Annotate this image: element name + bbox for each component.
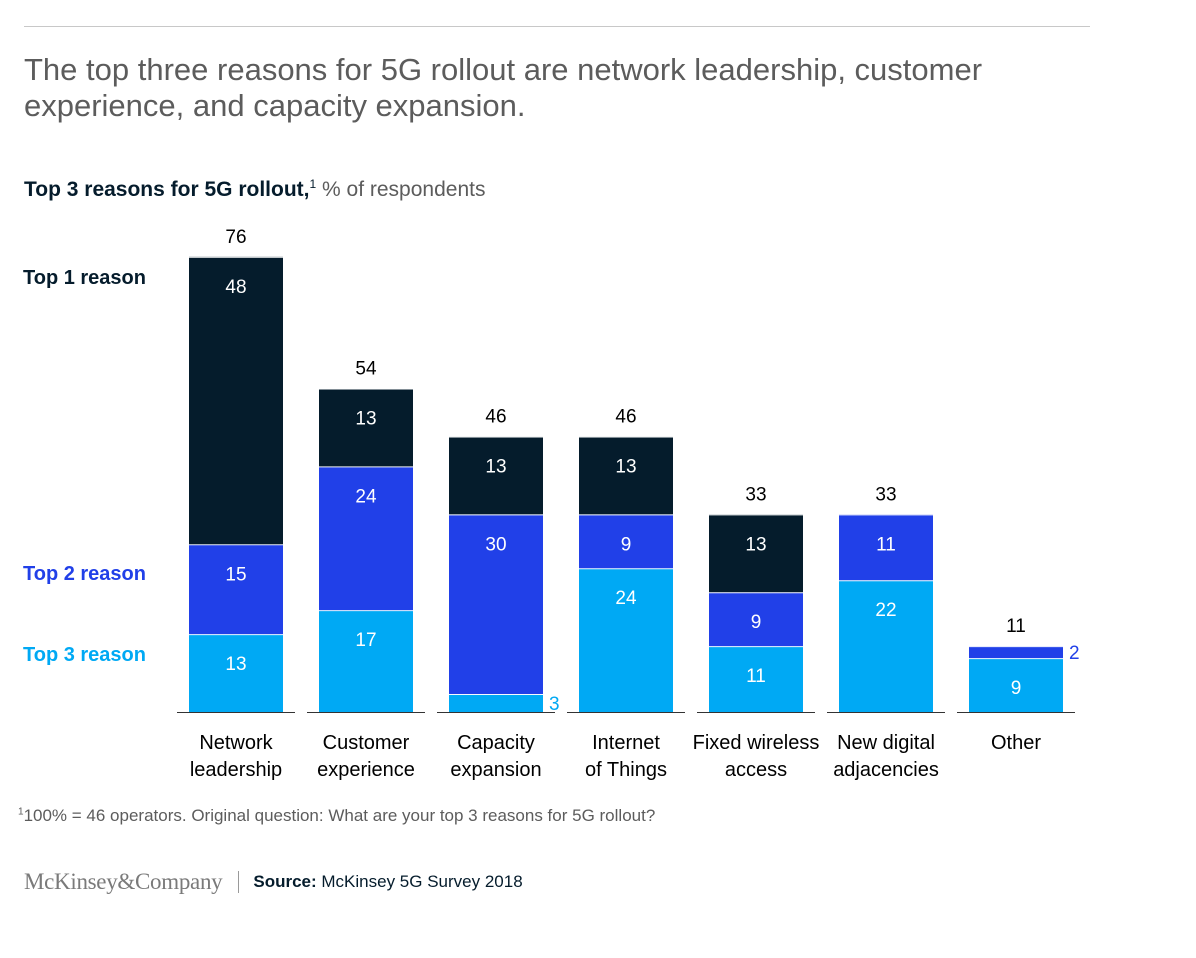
bar-total-label: 46: [615, 406, 636, 427]
mckinsey-logo: McKinsey&Company: [24, 869, 223, 894]
chart-subtitle-footnote-mark: 1: [309, 177, 317, 191]
bar-segment-top-3-reason: [709, 646, 803, 712]
bar-segment-label: 22: [875, 600, 896, 621]
bar-segment-top-1-reason: [319, 388, 413, 467]
bar-segment-top-2-reason: [579, 514, 673, 569]
legend-label-top-2-reason: Top 2 reason: [23, 563, 146, 585]
bar-segment-label: 9: [1011, 678, 1022, 699]
bar-segment-top-3-reason: [449, 694, 543, 712]
category-label: leadership: [190, 759, 282, 781]
category-label: Customer: [323, 732, 410, 754]
bar-total-label: 76: [225, 227, 246, 248]
legend-label-top-1-reason: Top 1 reason: [23, 267, 146, 289]
bar-segment-label: 48: [225, 277, 246, 298]
bar-segment-top-2-reason: [189, 544, 283, 635]
bar-segment-label: 30: [485, 534, 506, 555]
bar-segment-label: 24: [355, 486, 377, 507]
page-title: The top three reasons for 5G rollout are…: [24, 52, 983, 123]
category-label: Network: [199, 732, 273, 754]
source-text: McKinsey 5G Survey 2018: [321, 872, 523, 891]
bar-segment-label: 9: [621, 534, 632, 555]
chart-subtitle: Top 3 reasons for 5G rollout,1 % of resp…: [24, 176, 485, 204]
bar-segment-top-3-reason: [579, 568, 673, 712]
bar-segment-top-2-reason: [839, 514, 933, 581]
chart-subtitle-unit: % of respondents: [322, 178, 486, 201]
bar-total-label: 54: [355, 359, 377, 380]
category-label: Internet: [592, 732, 660, 754]
stacked-bar-chart: 13 15 48 76 Network leadership 17 24 13 54 Custome…: [23, 227, 1080, 781]
bar-segment-label: 17: [355, 630, 376, 651]
category-label: Fixed wireless: [693, 732, 820, 754]
bar-segment-label: 13: [355, 409, 376, 430]
legend-label-top-3-reason: Top 3 reason: [23, 644, 146, 666]
bar-segment-label: 13: [225, 654, 246, 675]
bar-segment-top-2-reason: [969, 646, 1063, 659]
bar-segment-label: 11: [876, 534, 896, 555]
category-label: adjacencies: [833, 759, 939, 781]
category-label: experience: [317, 759, 415, 781]
bar-segment-top-1-reason: [449, 436, 543, 515]
category-label: Other: [991, 732, 1041, 754]
footer: McKinsey&Company Source: McKinsey 5G Sur…: [24, 868, 523, 896]
bar-segment-top-1-reason: [579, 436, 673, 515]
chart-subtitle-bold: Top 3 reasons for 5G rollout,: [24, 178, 310, 201]
bar-segment-top-3-reason: [189, 634, 283, 712]
footnote-mark: 1: [18, 806, 24, 818]
bar-segment-top-1-reason: [189, 256, 283, 545]
bar-segment-top-1-reason: [709, 514, 803, 593]
bar-segment-top-3-reason: [319, 610, 413, 712]
bar-total-label: 33: [875, 484, 896, 505]
bar-segment-label-outside: 2: [1069, 643, 1080, 664]
bar-total-label: 46: [485, 406, 506, 427]
category-label: expansion: [450, 759, 541, 781]
bar-segment-label: 11: [746, 666, 766, 687]
footnote-text: 100% = 46 operators. Original question: …: [23, 806, 656, 825]
bar-segment-label: 13: [485, 456, 506, 477]
bar-segment-top-3-reason: [969, 658, 1063, 712]
category-label: Capacity: [457, 732, 535, 754]
category-label: of Things: [585, 759, 667, 781]
category-label: access: [725, 759, 787, 781]
top-rule: [24, 26, 1090, 27]
footnote: 1100% = 46 operators. Original question:…: [18, 806, 655, 826]
bar-segment-label: 13: [745, 534, 766, 555]
bar-segment-label: 13: [615, 456, 636, 477]
bar-segment-label-outside: 3: [549, 694, 560, 715]
footer-separator: [238, 871, 240, 893]
bar-segment-label: 9: [751, 612, 762, 633]
source-label: Source:: [253, 872, 317, 891]
source-note: Source: McKinsey 5G Survey 2018: [253, 872, 522, 892]
bar-segment-top-2-reason: [709, 592, 803, 647]
bar-segment-label: 24: [615, 588, 637, 609]
bar-segment-top-2-reason: [319, 466, 413, 611]
bar-segment-label: 15: [225, 564, 246, 585]
bar-total-label: 33: [745, 484, 766, 505]
bar-total-label: 11: [1006, 616, 1026, 637]
bar-segment-top-2-reason: [449, 514, 543, 695]
category-label: New digital: [837, 732, 935, 754]
bar-segment-top-3-reason: [839, 580, 933, 712]
